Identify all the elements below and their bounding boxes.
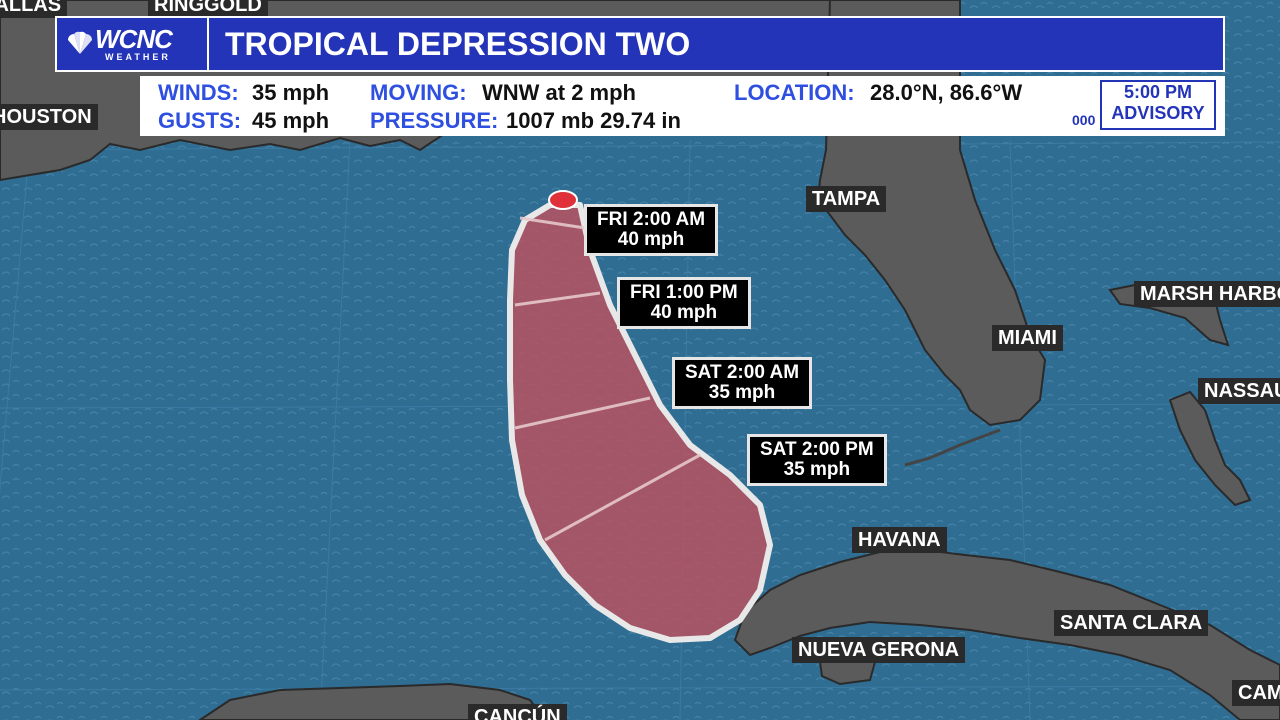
city-label-camaguey: CAM [1232,680,1280,706]
forecast-label: SAT 2:00 AM 35 mph [672,357,813,409]
moving-value: WNW at 2 mph [482,80,636,105]
forecast-time: FRI 1:00 PM [630,282,738,303]
moving-label: MOVING: [370,80,467,105]
city-label-miami: MIAMI [992,325,1063,351]
city-label-houston: HOUSTON [0,104,98,130]
pressure-value: 1007 mb 29.74 in [506,108,681,133]
location-label: LOCATION: [734,80,855,105]
pressure-label: PRESSURE: [370,108,499,133]
city-label-santa-clara: SANTA CLARA [1054,610,1209,636]
city-label-tampa: TAMPA [806,186,887,212]
gusts-label: GUSTS: [158,108,242,133]
forecast-time: SAT 2:00 AM [685,362,800,383]
peacock-icon [68,31,92,54]
winds-label: WINDS: [158,80,239,105]
advisory-time: 5:00 PM [1123,82,1193,102]
storm-position-dot [548,190,578,210]
forecast-time: SAT 2:00 PM [760,439,874,460]
forecast-wind: 40 mph [617,229,685,250]
gusts-value: 45 mph [252,108,330,133]
city-label-marsh-harbour: MARSH HARBO [1134,281,1280,307]
logo-subtext: WEATHER [105,52,171,62]
forecast-wind: 40 mph [650,302,718,323]
forecast-wind: 35 mph [708,382,776,403]
cone-time-dividers [514,216,701,542]
station-logo: WCNC WEATHER [57,18,209,70]
city-label-nueva-gerona: NUEVA GERONA [792,637,966,663]
city-label-ringgold: RINGGOLD [148,0,268,18]
city-label-dallas: DALLAS [0,0,68,18]
agency-mark: 000 [1072,112,1096,128]
city-label-cancun: CANCÚN [468,704,567,720]
cuba [733,548,1280,720]
forecast-wind: 35 mph [783,459,851,480]
forecast-time: FRI 2:00 AM [597,209,706,230]
page-title: TROPICAL DEPRESSION TWO [225,26,691,62]
winds-value: 35 mph [252,80,330,105]
forecast-label: FRI 2:00 AM 40 mph [584,204,719,256]
forecast-label: FRI 1:00 PM 40 mph [617,277,751,329]
forecast-cone [507,202,773,643]
location-value: 28.0°N, 86.6°W [870,80,1023,105]
storm-info-bar: WINDS: 35 mph GUSTS: 45 mph MOVING: WNW … [140,76,1225,136]
title-bar: WCNC WEATHER TROPICAL DEPRESSION TWO [55,16,1225,72]
florida-keys [904,428,1001,467]
city-label-havana: HAVANA [852,527,947,553]
city-label-nassau: NASSAU [1198,378,1280,404]
advisory-label: ADVISORY [1111,103,1205,123]
advisory-badge: 5:00 PM ADVISORY [1100,80,1216,130]
logo-text: WCNC [95,24,173,54]
bahamas [1168,390,1252,507]
forecast-label: SAT 2:00 PM 35 mph [747,434,887,486]
